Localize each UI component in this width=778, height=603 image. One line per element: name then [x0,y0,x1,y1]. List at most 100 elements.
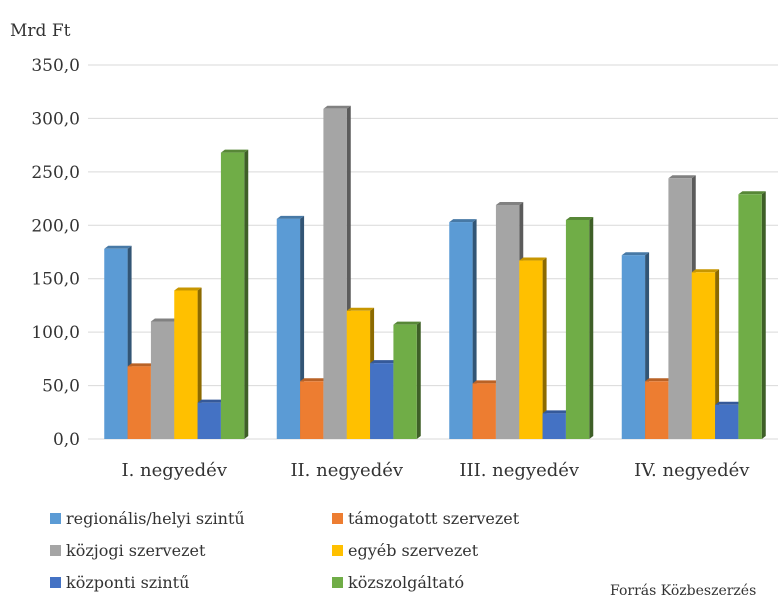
bar-top [370,360,398,364]
bar-front [150,321,175,439]
legend-item: regionális/helyi szintű [50,508,332,528]
bar-side [244,149,249,439]
bar [519,257,547,439]
y-tick-label: 200,0 [31,216,80,236]
bar-top [323,105,351,109]
legend-label: egyéb szervezet [348,540,479,560]
legend-label: közjogi szervezet [66,540,206,560]
y-tick-label: 100,0 [31,323,80,343]
y-tick-label: 250,0 [31,163,80,183]
legend: regionális/helyi szintű támogatott szerve… [50,508,610,592]
bar [150,318,179,439]
bar-front [197,402,221,439]
bar-front [346,310,371,439]
bar-front [542,413,566,439]
bar [645,378,673,439]
bar-top [542,410,570,414]
bar-side [589,216,594,439]
bar-front [519,260,543,439]
bar-top [472,380,500,384]
legend-swatch [332,544,343,556]
bar-top [300,378,328,382]
bar-front [715,404,739,439]
bar-top [220,149,249,153]
bar-top [691,269,720,273]
bar [621,252,650,439]
x-axis-ticks: I. negyedév II. negyedév III. negyedév IV. … [122,460,751,481]
legend-label: központi szintű [66,572,190,592]
bar [370,360,398,439]
x-tick-label: II. negyedév [290,460,403,481]
legend-item: egyéb szervezet [332,540,602,560]
y-tick-label: 300,0 [31,109,80,129]
bar [738,191,766,439]
bar [542,410,570,439]
bar-front [472,383,496,439]
bar [393,321,421,439]
bar-side [542,257,547,439]
bar-side [715,269,720,439]
y-tick-label: 350,0 [31,56,80,76]
bar-top [715,401,743,405]
bar-top [565,216,594,220]
bar-top [197,399,225,403]
bar-top [449,219,477,223]
bar-top [738,191,766,195]
bar [565,216,594,439]
bar [220,149,249,439]
legend-item: közszolgáltató [332,572,602,592]
x-tick-label: IV. negyedév [634,460,750,481]
bar-top [393,321,421,325]
bar [197,399,225,439]
bar [668,175,696,440]
bar-front [691,272,716,439]
gridlines [88,64,778,440]
legend-label: közszolgáltató [348,572,465,592]
legend-swatch [50,544,61,556]
bar-front [220,152,245,439]
bar-top [495,201,524,205]
bar-front [621,255,646,439]
bar [104,245,132,439]
bar [449,219,477,439]
legend-swatch [332,512,343,524]
legend-swatch [332,576,343,588]
bar-front [495,204,520,439]
bar [323,105,351,439]
bar-front [393,324,417,439]
bar-front [565,219,590,439]
bar-front [370,363,394,439]
bar [472,380,500,439]
bar-front [449,222,473,439]
legend-item: közjogi szervezet [50,540,332,560]
bar-front [174,290,198,439]
bar-top [645,378,673,382]
bar-top [346,307,375,311]
bar-top [174,287,202,291]
y-axis-ticks: 0,0 50,0 100,0 150,0 200,0 250,0 300,0 350,0 [31,56,80,450]
bar-top [519,257,547,261]
bar [300,378,328,439]
bar-chart: Mrd Ft 0,0 50,0 100,0 150,0 200,0 250,0 300,0 3… [10,21,778,481]
x-tick-label: I. negyedév [122,460,228,481]
legend-swatch [50,512,61,524]
bar-side [761,191,766,439]
bar-top [668,175,696,179]
bar-top [276,215,305,219]
bar-front [300,381,324,439]
bar-top [104,245,132,249]
bar [174,287,202,439]
bar-top [127,363,155,367]
y-tick-label: 150,0 [31,270,80,290]
bar [715,401,743,439]
x-tick-label: III. negyedév [459,460,580,481]
bar-front [276,218,301,439]
bar-top [150,318,179,322]
bar [127,363,155,439]
bar [495,201,524,439]
bar-front [645,381,669,439]
bar-side [416,321,421,439]
bar [346,307,375,439]
bar [276,215,305,439]
bar-front [323,108,347,439]
